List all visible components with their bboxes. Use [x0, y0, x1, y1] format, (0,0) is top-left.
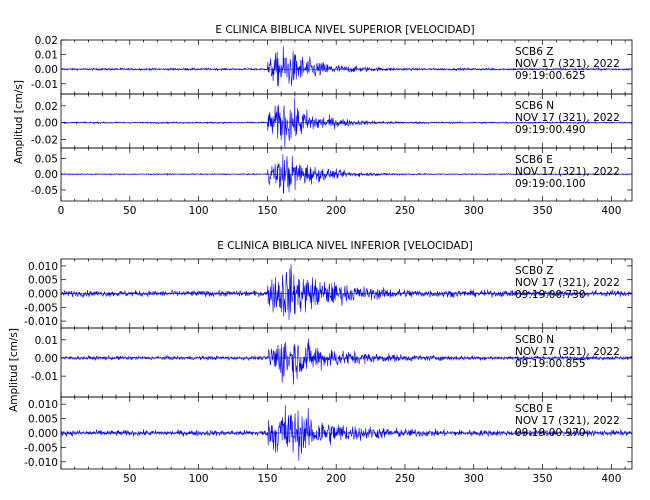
- waveform-trace: [60, 264, 633, 321]
- station-label: SCB0 E: [515, 403, 553, 415]
- y-tick-label: 0.01: [35, 50, 58, 62]
- waveform-trace: [60, 97, 633, 149]
- y-tick-label: 0.00: [35, 118, 58, 130]
- x-tick-label: 150: [257, 473, 277, 485]
- y-tick-label: -0.02: [31, 135, 58, 147]
- date-label: NOV 17 (321), 2022: [515, 415, 620, 427]
- y-tick-label: 0.000: [28, 289, 58, 301]
- y-tick-label: 0.000: [28, 428, 58, 440]
- x-tick-label: 350: [533, 473, 553, 485]
- date-label: NOV 17 (321), 2022: [515, 58, 620, 70]
- waveform-trace: [60, 46, 633, 87]
- time-label: 09:19:00.490: [515, 124, 586, 136]
- y-tick-label: 0.00: [35, 169, 58, 181]
- station-label: SCB0 Z: [515, 265, 553, 277]
- y-tick-label: 0.010: [28, 399, 58, 411]
- y-tick-label: 0.005: [28, 275, 58, 287]
- y-tick-label: -0.01: [31, 79, 58, 91]
- x-tick-label: 300: [464, 473, 484, 485]
- y-tick-label: 0.00: [35, 353, 58, 365]
- y-tick-label: -0.05: [31, 185, 58, 197]
- time-label: 09:19:00.625: [515, 70, 586, 82]
- station-label: SCB6 Z: [515, 46, 553, 58]
- station-label: SCB0 N: [515, 334, 554, 346]
- waveform-trace: [60, 154, 633, 194]
- y-tick-label: -0.010: [24, 457, 58, 469]
- y-tick-label: 0.010: [28, 261, 58, 273]
- x-tick-label: 150: [257, 205, 277, 217]
- x-tick-label: 0: [58, 205, 65, 217]
- date-label: NOV 17 (321), 2022: [515, 112, 620, 124]
- chart-title-lower: E CLINICA BIBLICA NIVEL INFERIOR [VELOCI…: [217, 240, 473, 252]
- x-tick-label: 100: [189, 473, 209, 485]
- station-label: SCB6 N: [515, 100, 554, 112]
- x-tick-label: 400: [601, 205, 621, 217]
- x-tick-label: 300: [464, 205, 484, 217]
- x-tick-label: 250: [395, 473, 415, 485]
- y-tick-label: -0.005: [24, 302, 58, 314]
- y-tick-label: 0.01: [35, 335, 58, 347]
- station-label: SCB6 E: [515, 154, 553, 166]
- x-tick-label: 50: [123, 473, 136, 485]
- date-label: NOV 17 (321), 2022: [515, 346, 620, 358]
- x-tick-label: 250: [395, 205, 415, 217]
- y-tick-label: 0.02: [35, 101, 58, 113]
- y-tick-label: 0.02: [35, 35, 58, 47]
- y-axis-label-upper: Amplitud [cm/s]: [13, 80, 25, 164]
- y-tick-label: -0.01: [31, 371, 58, 383]
- time-label: 09:19:00.855: [515, 358, 586, 370]
- y-tick-label: 0.005: [28, 414, 58, 426]
- x-tick-label: 400: [601, 473, 621, 485]
- x-tick-label: 200: [326, 205, 346, 217]
- waveform-trace: [60, 405, 633, 461]
- y-tick-label: -0.010: [24, 316, 58, 328]
- y-tick-label: 0.00: [35, 64, 58, 76]
- y-tick-label: 0.05: [35, 153, 58, 165]
- y-axis-label-lower: Amplitud [cm/s]: [8, 328, 20, 412]
- x-tick-label: 200: [326, 473, 346, 485]
- date-label: NOV 17 (321), 2022: [515, 166, 620, 178]
- x-tick-label: 100: [189, 205, 209, 217]
- chart-title-upper: E CLINICA BIBLICA NIVEL SUPERIOR [VELOCI…: [215, 24, 474, 36]
- waveform-trace: [60, 338, 633, 385]
- x-tick-label: 350: [533, 205, 553, 217]
- time-label: 09:19:00.730: [515, 289, 586, 301]
- x-tick-label: 50: [123, 205, 136, 217]
- date-label: NOV 17 (321), 2022: [515, 277, 620, 289]
- y-tick-label: -0.005: [24, 442, 58, 454]
- time-label: 09:19:00.970: [515, 427, 586, 439]
- time-label: 09:19:00.100: [515, 178, 586, 190]
